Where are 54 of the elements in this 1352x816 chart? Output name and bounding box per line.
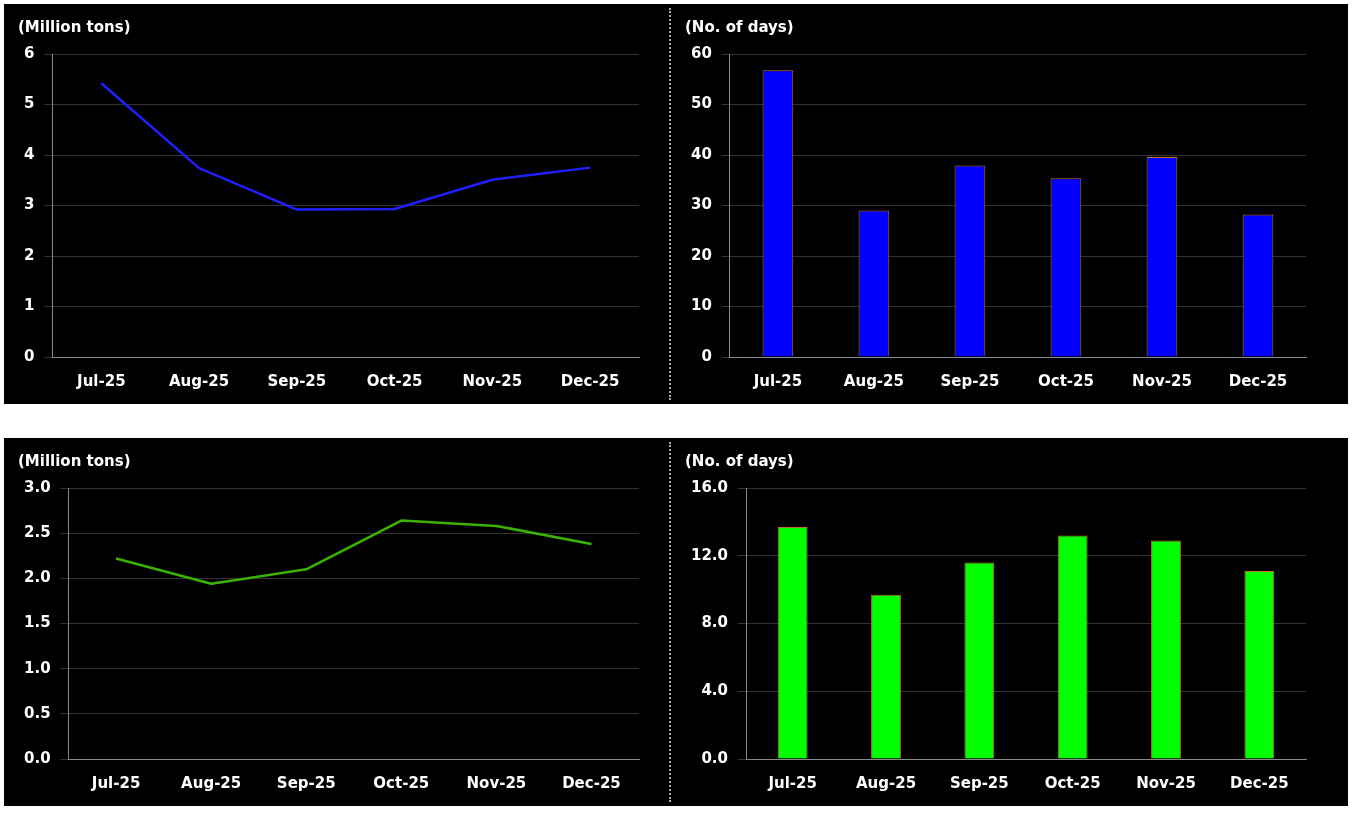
x-tick-label: Nov-25 xyxy=(462,371,523,390)
y-tick-label: 0.0 xyxy=(23,748,51,767)
y-tick-label: 4.0 xyxy=(701,681,729,700)
x-tick-label: Sep-25 xyxy=(940,371,1000,390)
y-tick-label: 60 xyxy=(691,43,712,62)
y-tick-label: 1 xyxy=(24,296,35,315)
y-tick-label: 10 xyxy=(691,296,712,315)
x-tick-label: Dec-25 xyxy=(1228,371,1288,390)
y-tick-label: 3 xyxy=(24,195,35,214)
x-tick-label: Dec-25 xyxy=(1230,773,1289,792)
y-tick-label: 2.0 xyxy=(23,568,51,587)
x-tick-label: Dec-25 xyxy=(562,773,621,792)
x-tick-label: Nov-25 xyxy=(1132,371,1192,390)
y-tick-label: 3.0 xyxy=(23,477,51,496)
y-tick-label: 8.0 xyxy=(701,613,729,632)
x-tick-label: Oct-25 xyxy=(373,773,430,792)
y-tick-label: 50 xyxy=(691,94,712,113)
y-tick-label: 1.0 xyxy=(23,658,51,677)
y-tick-label: 0.5 xyxy=(23,703,51,722)
y-tick-label: 40 xyxy=(691,144,712,163)
y-tick-label: 16.0 xyxy=(690,477,729,496)
y-tick-label: 20 xyxy=(691,245,712,264)
x-tick-label: Aug-25 xyxy=(169,371,230,390)
x-tick-label: Oct-25 xyxy=(1037,371,1094,390)
x-tick-label: Sep-25 xyxy=(267,371,327,390)
x-tick-label: Jul-25 xyxy=(752,371,803,390)
y-tick-label: 2 xyxy=(24,245,35,264)
y-axis-title: (No. of days) xyxy=(685,452,794,470)
x-tick-label: Jul-25 xyxy=(76,371,126,390)
y-tick-label: 30 xyxy=(691,195,712,214)
x-tick-label: Oct-25 xyxy=(366,371,423,390)
x-tick-label: Nov-25 xyxy=(1136,773,1196,792)
x-tick-label: Oct-25 xyxy=(1044,773,1101,792)
y-tick-label: 0 xyxy=(24,346,35,365)
x-tick-label: Nov-25 xyxy=(466,773,527,792)
x-tick-label: Dec-25 xyxy=(560,371,620,390)
y-tick-label: 4 xyxy=(24,144,35,163)
y-tick-label: 1.5 xyxy=(23,613,51,632)
x-tick-label: Sep-25 xyxy=(949,773,1009,792)
y-tick-label: 5 xyxy=(24,94,35,113)
y-axis-title: (No. of days) xyxy=(685,18,794,36)
y-tick-label: 0.0 xyxy=(701,748,729,767)
y-tick-label: 2.5 xyxy=(23,523,51,542)
x-tick-label: Jul-25 xyxy=(90,773,141,792)
x-tick-label: Aug-25 xyxy=(181,773,242,792)
y-tick-label: 12.0 xyxy=(690,545,729,564)
y-tick-label: 0 xyxy=(701,346,712,365)
x-tick-label: Jul-25 xyxy=(767,773,817,792)
x-tick-label: Aug-25 xyxy=(855,773,917,792)
x-tick-label: Sep-25 xyxy=(276,773,336,792)
y-axis-title: (Million tons) xyxy=(18,18,131,36)
y-tick-label: 6 xyxy=(24,43,35,62)
y-axis-title: (Million tons) xyxy=(18,452,131,470)
x-tick-label: Aug-25 xyxy=(843,371,904,390)
